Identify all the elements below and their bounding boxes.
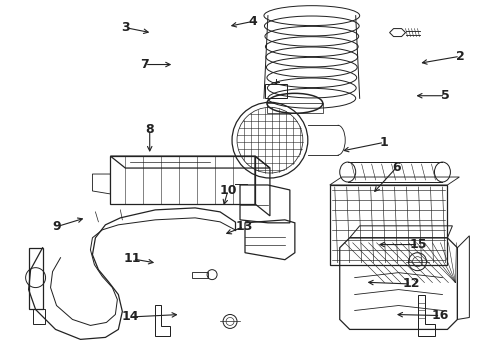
Text: 9: 9 xyxy=(52,220,61,233)
Text: 4: 4 xyxy=(248,15,257,28)
Text: 13: 13 xyxy=(235,220,253,233)
Text: 12: 12 xyxy=(402,278,420,291)
Text: 15: 15 xyxy=(410,238,427,251)
Text: 8: 8 xyxy=(146,123,154,136)
Text: 5: 5 xyxy=(441,89,450,102)
Text: 3: 3 xyxy=(121,21,129,34)
Text: 14: 14 xyxy=(122,310,139,324)
Text: 1: 1 xyxy=(380,136,389,149)
Text: 16: 16 xyxy=(432,309,449,322)
Text: 10: 10 xyxy=(219,184,237,197)
Text: 11: 11 xyxy=(124,252,142,265)
Text: 2: 2 xyxy=(456,50,465,63)
Text: 6: 6 xyxy=(392,161,401,174)
Text: 7: 7 xyxy=(141,58,149,71)
